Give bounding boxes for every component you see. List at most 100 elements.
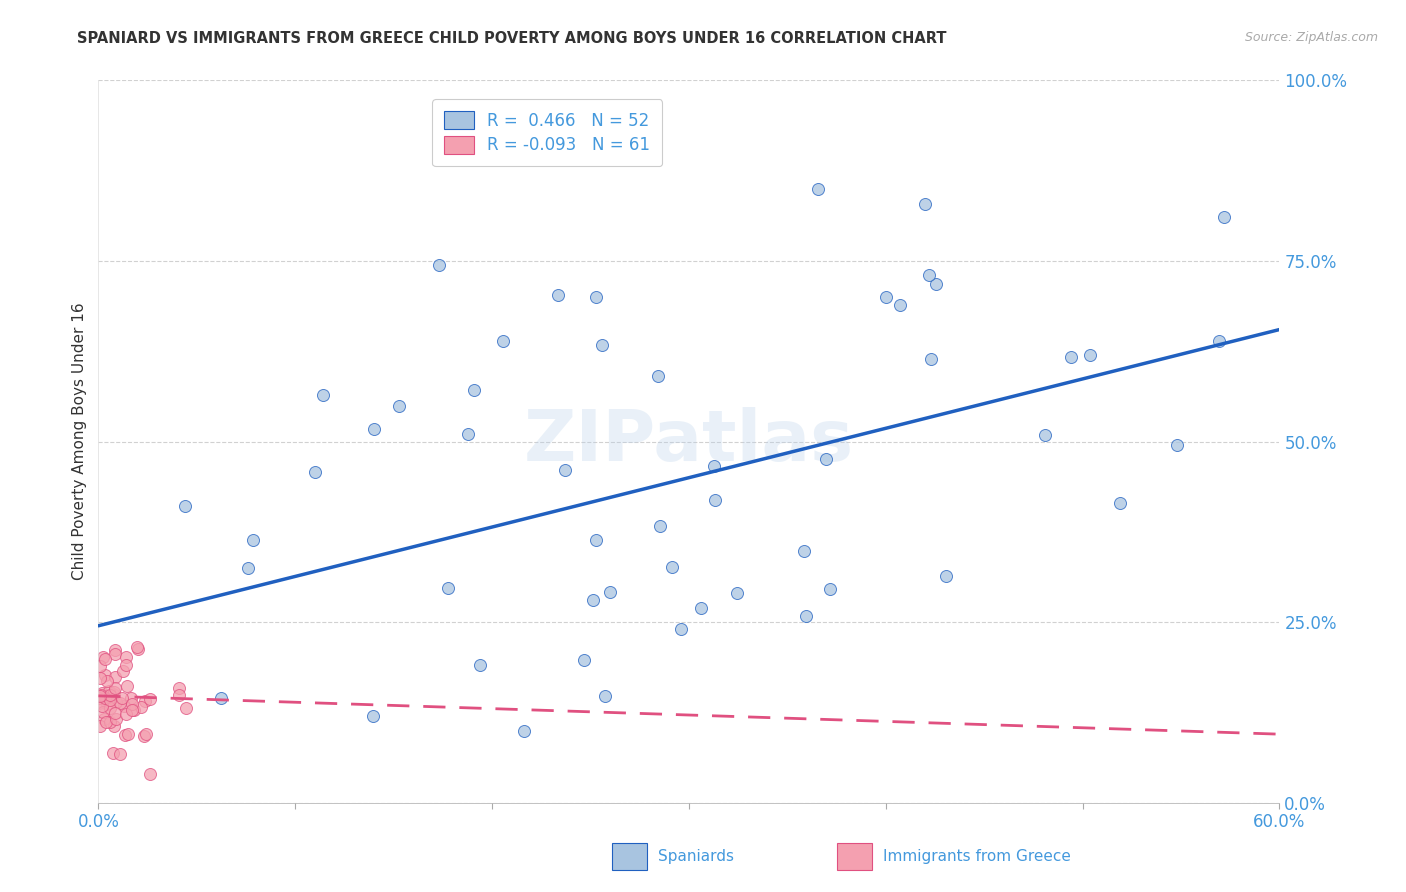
Point <box>647 369 669 384</box>
Point <box>91 649 114 664</box>
Point <box>101 687 124 701</box>
Point <box>127 641 149 656</box>
Point <box>90 688 112 702</box>
Point <box>1109 496 1132 510</box>
Point <box>134 694 156 708</box>
Point <box>1033 428 1056 442</box>
Point <box>703 492 725 507</box>
Point <box>492 334 515 348</box>
Point <box>115 679 138 693</box>
Point <box>918 268 941 282</box>
Point <box>599 585 621 599</box>
Point <box>108 747 131 761</box>
Point <box>103 684 125 698</box>
Point <box>585 533 607 547</box>
Point <box>139 767 162 781</box>
Point <box>131 699 153 714</box>
Point <box>1208 334 1230 349</box>
Point <box>90 686 112 700</box>
Point <box>112 698 135 713</box>
Point <box>725 586 748 600</box>
Point <box>104 681 127 695</box>
Point <box>312 388 335 402</box>
Point <box>1060 351 1083 365</box>
Point <box>89 689 111 703</box>
Point <box>89 719 111 733</box>
Point <box>115 706 138 721</box>
Point <box>108 696 131 710</box>
Point <box>98 715 121 730</box>
Point <box>139 691 162 706</box>
Point <box>94 691 117 706</box>
Point <box>920 352 942 367</box>
Point <box>103 719 125 733</box>
Point <box>648 519 671 533</box>
Point <box>361 709 384 723</box>
Point <box>591 338 613 352</box>
Point <box>463 384 485 398</box>
Point <box>582 592 605 607</box>
Point <box>209 690 232 705</box>
Point <box>388 399 411 413</box>
Point <box>105 695 128 709</box>
Point <box>94 667 117 681</box>
Point <box>547 288 569 302</box>
Point <box>914 197 936 211</box>
Point <box>669 622 692 636</box>
Point <box>436 581 458 595</box>
Point <box>572 653 595 667</box>
Point <box>585 290 607 304</box>
Point <box>91 705 114 719</box>
Point <box>104 712 127 726</box>
Point <box>554 463 576 477</box>
Y-axis label: Child Poverty Among Boys Under 16: Child Poverty Among Boys Under 16 <box>72 302 87 581</box>
Point <box>89 672 111 686</box>
Point <box>363 422 385 436</box>
Point <box>97 689 120 703</box>
Point <box>703 458 725 473</box>
Point <box>94 714 117 729</box>
Point <box>242 533 264 548</box>
Point <box>114 657 136 672</box>
Point <box>121 697 143 711</box>
Point <box>174 500 197 514</box>
Point <box>96 698 118 712</box>
Point <box>111 691 134 706</box>
Point <box>457 426 479 441</box>
Point <box>87 696 110 710</box>
Point <box>236 561 259 575</box>
Point <box>89 691 111 706</box>
Text: Spaniards: Spaniards <box>658 849 734 863</box>
Text: Source: ZipAtlas.com: Source: ZipAtlas.com <box>1244 31 1378 45</box>
Point <box>815 451 838 466</box>
Point <box>100 701 122 715</box>
Point <box>120 690 142 705</box>
Legend: R =  0.466   N = 52, R = -0.093   N = 61: R = 0.466 N = 52, R = -0.093 N = 61 <box>433 99 662 166</box>
Point <box>93 713 115 727</box>
Point <box>427 259 450 273</box>
Point <box>104 647 127 661</box>
Point <box>104 670 127 684</box>
Point <box>98 692 121 706</box>
Point <box>117 726 139 740</box>
Point <box>169 681 191 695</box>
Point <box>114 728 136 742</box>
Point <box>935 569 957 583</box>
Point <box>91 698 114 713</box>
Point <box>1078 348 1101 362</box>
Point <box>794 608 817 623</box>
Text: SPANIARD VS IMMIGRANTS FROM GREECE CHILD POVERTY AMONG BOYS UNDER 16 CORRELATION: SPANIARD VS IMMIGRANTS FROM GREECE CHILD… <box>77 31 946 46</box>
Point <box>793 544 815 558</box>
Point <box>1166 438 1188 452</box>
Point <box>96 673 118 688</box>
Text: ZIPatlas: ZIPatlas <box>524 407 853 476</box>
Point <box>1212 210 1234 224</box>
Point <box>125 640 148 654</box>
Point <box>104 642 127 657</box>
Point <box>690 600 713 615</box>
Point <box>134 730 156 744</box>
Point <box>304 466 326 480</box>
Point <box>513 723 536 738</box>
Point <box>661 559 683 574</box>
Point <box>111 664 134 678</box>
